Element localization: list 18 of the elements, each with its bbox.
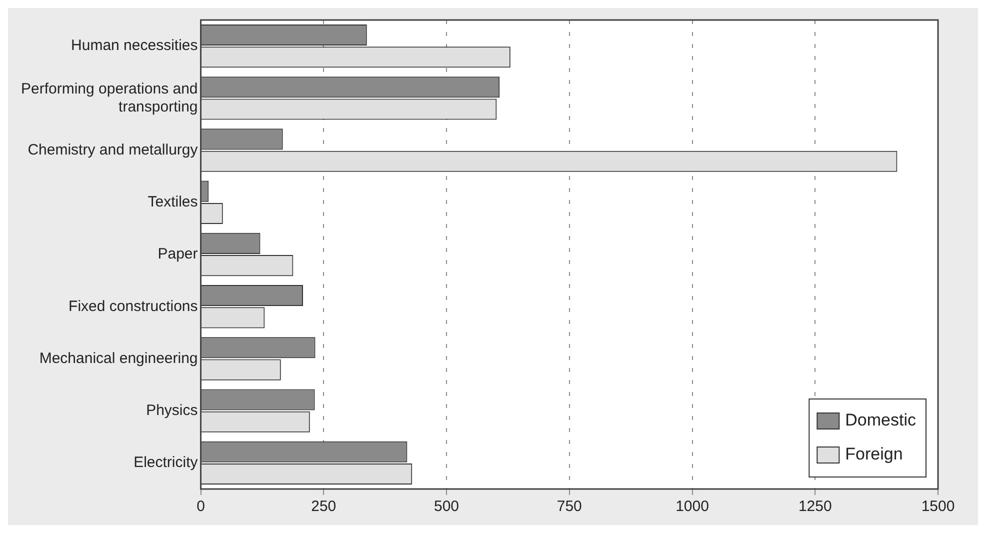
legend-label: Domestic [845, 410, 916, 430]
y-tick-label: Mechanical engineering [39, 350, 198, 367]
y-tick-label: Human necessities [71, 37, 198, 54]
legend-label: Foreign [845, 444, 903, 464]
x-tick-label: 1250 [798, 498, 832, 516]
x-tick-label: 500 [434, 498, 460, 516]
y-tick-label: Physics [146, 402, 198, 419]
y-tick-label: Paper [158, 246, 198, 263]
y-tick-label: Chemistry and metallurgy [28, 141, 198, 158]
y-tick-label: Textiles [148, 194, 198, 211]
y-tick-label: Performing operations and transporting [20, 80, 198, 116]
x-tick-label: 1500 [921, 498, 955, 516]
x-tick-label: 250 [311, 498, 336, 516]
x-tick-label: 750 [556, 498, 582, 516]
x-tick-label: 1000 [676, 498, 709, 516]
y-tick-label: Fixed constructions [68, 298, 198, 315]
x-tick-label: 0 [196, 498, 205, 516]
y-tick-label: Electricity [134, 454, 198, 472]
